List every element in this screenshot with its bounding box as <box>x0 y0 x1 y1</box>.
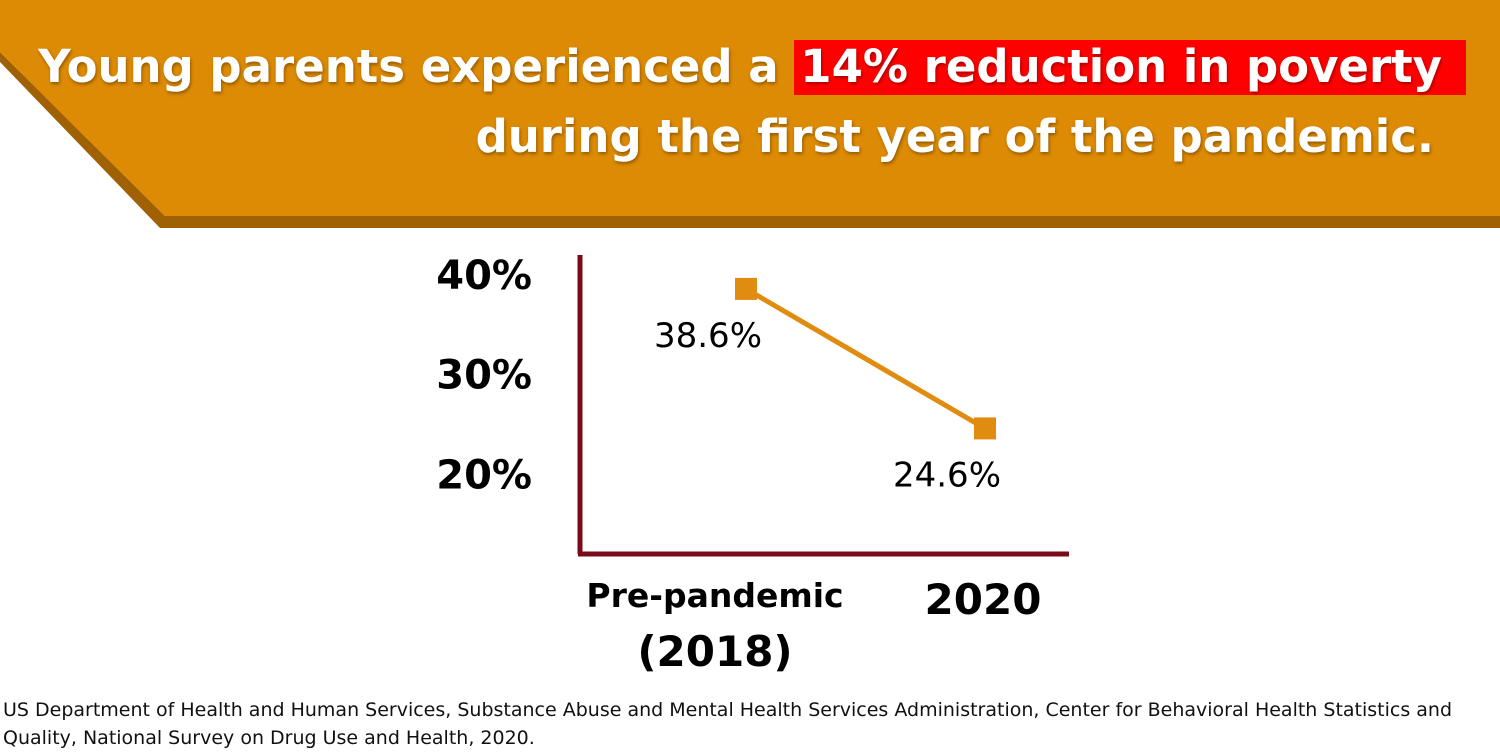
data-point-marker <box>735 277 757 300</box>
x-category-label: 2020 <box>925 575 1042 624</box>
data-label: 38.6% <box>654 316 762 356</box>
x-category-label: Pre-pandemic <box>586 576 843 615</box>
source-citation: US Department of Health and Human Servic… <box>3 699 1453 749</box>
y-tick-label: 30% <box>436 353 532 399</box>
headline-prefix: Young parents experienced a <box>38 40 795 93</box>
y-tick-label: 20% <box>436 452 532 498</box>
data-point-marker <box>974 417 996 440</box>
headline-line-2: during the first year of the pandemic. <box>475 110 1434 163</box>
y-tick-label: 40% <box>436 253 532 299</box>
line-chart: 40% 30% 20% 38.6% 24.6% Pre-pandemic (2018) 2… <box>436 253 1069 676</box>
x-category-label: (2018) <box>637 627 792 676</box>
data-label: 24.6% <box>893 455 1001 495</box>
series-line <box>744 286 987 431</box>
headline-line-1: Young parents experienced a 14% reductio… <box>38 40 1466 95</box>
banner-shadow <box>0 52 1500 228</box>
headline-highlight: 14% reduction in poverty <box>794 40 1466 95</box>
